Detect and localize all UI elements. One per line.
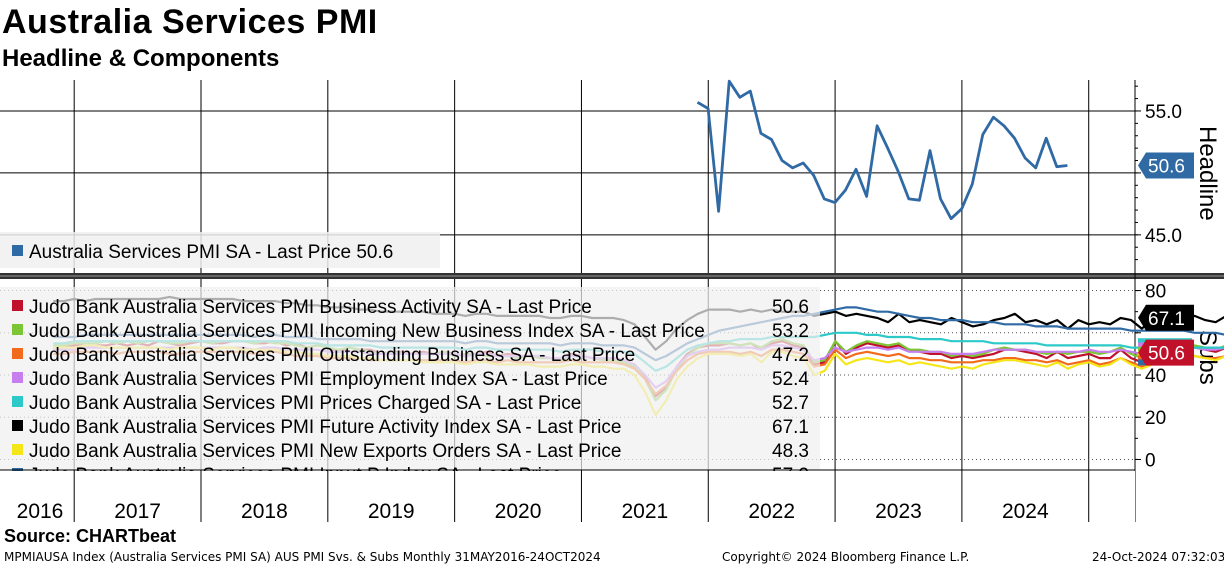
legend-swatch <box>12 372 23 383</box>
chart-title: Australia Services PMI <box>2 3 378 41</box>
timestamp: 24-Oct-2024 07:32:03 <box>1092 550 1224 564</box>
top-axis-title: Headline <box>1194 126 1221 221</box>
source-label: Source: CHARTbeat <box>4 526 177 546</box>
bottom-legend-value: 52.4 <box>772 369 809 390</box>
headline-last-tag: 50.6 <box>1138 152 1194 179</box>
bottom-tick-label: 80 <box>1145 282 1166 303</box>
headline-series-line <box>696 79 1068 221</box>
x-tick-label: 2024 <box>1002 500 1049 523</box>
legend-swatch <box>12 300 23 311</box>
bottom-tick-label: 20 <box>1145 408 1166 429</box>
bottom-legend-value: 53.2 <box>772 321 809 342</box>
bottom-tick-label: 40 <box>1145 366 1166 387</box>
future-activity-last-tag-text: 67.1 <box>1148 309 1185 330</box>
x-axis-band <box>0 471 1135 522</box>
chart-subtitle: Headline & Components <box>2 45 280 72</box>
future-activity-last-tag-shape <box>1138 304 1194 331</box>
top-legend-entry: Australia Services PMI SA - Last Price 5… <box>29 242 393 263</box>
index-info: MPMIAUSA Index (Australia Services PMI S… <box>4 550 601 564</box>
x-tick-label: 2022 <box>748 500 795 523</box>
bottom-legend-value: 50.6 <box>772 297 809 318</box>
top-legend-box <box>0 232 440 268</box>
x-tick-label: 2016 <box>17 500 64 523</box>
bottom-legend-entry: Judo Bank Australia Services PMI Incomin… <box>29 321 705 342</box>
business-activity-last-tag-text: 50.6 <box>1148 344 1185 365</box>
bottom-legend-entry: Judo Bank Australia Services PMI New Exp… <box>29 441 621 462</box>
top-tick-label: 55.0 <box>1145 102 1182 123</box>
business-activity-last-tag: 50.6 <box>1138 339 1194 366</box>
bottom-legend-entry: Judo Bank Australia Services PMI Outstan… <box>29 345 635 366</box>
legend-swatch <box>12 396 23 407</box>
legend-swatch <box>12 245 23 256</box>
legend-swatch <box>12 324 23 335</box>
bottom-legend-value: 67.1 <box>772 417 809 438</box>
headline-last-tag-text: 50.6 <box>1148 156 1185 177</box>
bottom-legend-entry: Judo Bank Australia Services PMI Future … <box>29 417 621 438</box>
legend-swatch <box>12 348 23 359</box>
bottom-legend-value: 52.7 <box>772 393 809 414</box>
legend-swatch <box>12 420 23 431</box>
x-tick-label: 2021 <box>621 500 668 523</box>
x-tick-label: 2020 <box>495 500 542 523</box>
business-activity-last-tag-shape <box>1138 339 1194 366</box>
top-tick-label: 45.0 <box>1145 226 1182 247</box>
x-tick-label: 2019 <box>368 500 415 523</box>
bottom-legend-box <box>0 287 820 470</box>
legend-swatch <box>12 444 23 455</box>
copyright: Copyright© 2024 Bloomberg Finance L.P. <box>722 550 970 564</box>
bottom-tick-label: 0 <box>1145 450 1156 471</box>
x-tick-label: 2018 <box>241 500 288 523</box>
bottom-legend-entry: Judo Bank Australia Services PMI Employm… <box>29 369 608 390</box>
x-tick-label: 2023 <box>875 500 922 523</box>
bottom-legend-entry: Judo Bank Australia Services PMI Prices … <box>29 393 581 414</box>
future-activity-last-tag: 67.1 <box>1138 304 1194 331</box>
x-tick-label: 2017 <box>114 500 161 523</box>
bottom-legend-value: 47.2 <box>772 345 809 366</box>
bottom-legend-value: 48.3 <box>772 441 809 462</box>
bottom-legend-entry: Judo Bank Australia Services PMI Busines… <box>29 297 592 318</box>
headline-last-tag-shape <box>1138 152 1194 179</box>
